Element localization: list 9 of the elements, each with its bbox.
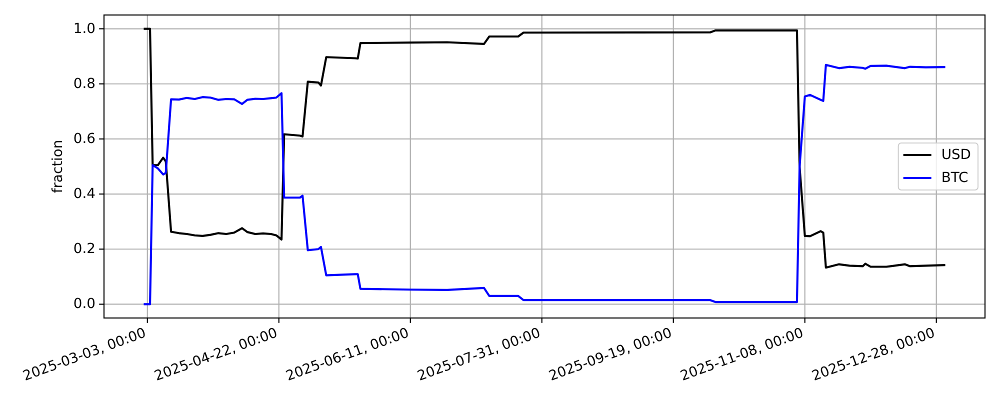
legend-label: BTC: [941, 170, 968, 186]
y-tick-label: 0.2: [73, 241, 96, 258]
y-tick-label: 0.4: [73, 186, 96, 202]
legend-label: USD: [941, 147, 972, 163]
y-tick-label: 0.0: [73, 296, 96, 312]
y-tick-label: 0.8: [73, 76, 96, 92]
y-tick-label: 0.6: [73, 130, 96, 147]
y-tick-label: 1.0: [73, 20, 96, 37]
y-axis-title: fraction: [50, 140, 66, 194]
